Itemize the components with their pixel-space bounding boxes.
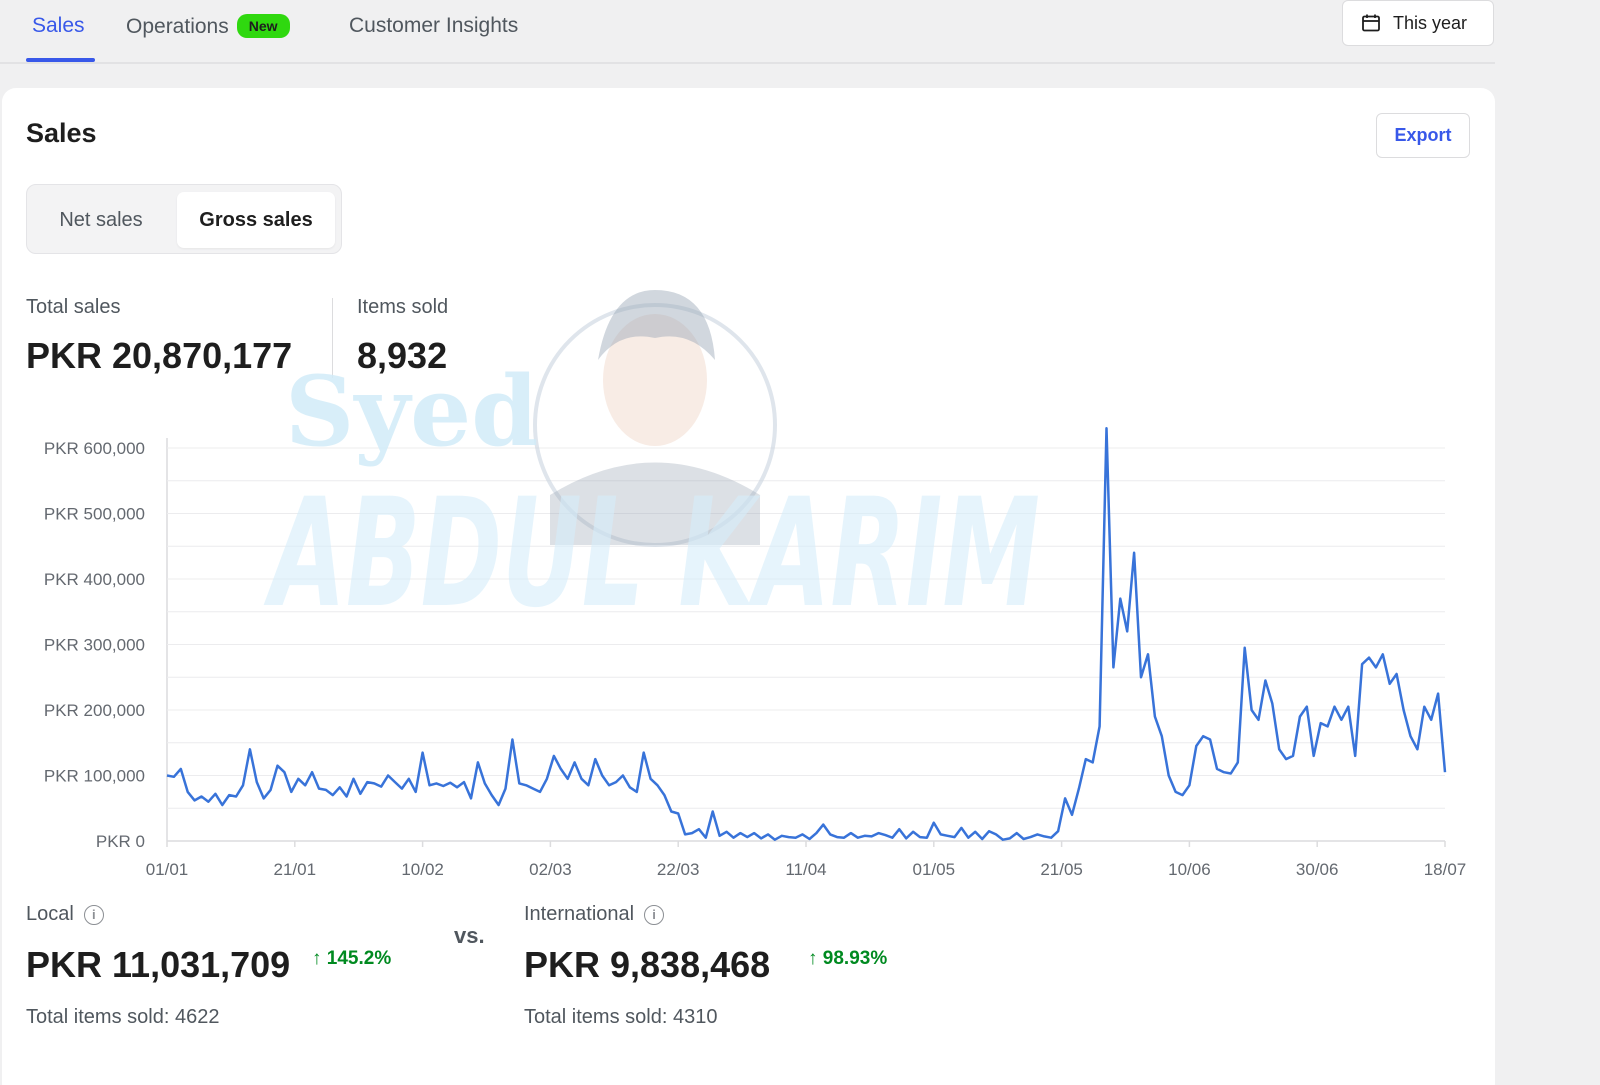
y-tick-label: PKR 500,000 <box>44 505 145 524</box>
info-icon[interactable]: i <box>644 904 665 925</box>
international-sales-value: PKR 9,838,468 <box>524 944 771 985</box>
international-delta: ↑ 98.93% <box>808 948 887 970</box>
tab-customer-insights[interactable]: Customer Insights <box>349 14 519 37</box>
x-tick-label: 10/06 <box>1168 860 1211 879</box>
local-items-sold: Total items sold: 4622 <box>26 1006 220 1028</box>
total-sales-value: PKR 20,870,177 <box>26 335 293 376</box>
x-tick-label: 11/04 <box>785 860 826 879</box>
x-tick-label: 21/01 <box>274 860 317 879</box>
y-tick-label: PKR 300,000 <box>44 636 145 655</box>
date-range-button[interactable]: This year <box>1342 0 1494 46</box>
tab-sales[interactable]: Sales <box>32 14 85 37</box>
gross-sales-series-line <box>166 427 1447 841</box>
sales-card: Sales Export Net sales Gross sales Total… <box>2 88 1495 1085</box>
gross-sales-option[interactable]: Gross sales <box>177 192 335 248</box>
y-tick-label: PKR 0 <box>96 832 145 851</box>
y-tick-label: PKR 600,000 <box>44 439 145 458</box>
local-sales-value: PKR 11,031,709 <box>26 944 291 985</box>
international-label: International i <box>524 903 665 926</box>
stat-divider <box>332 298 333 378</box>
international-label-text: International <box>524 903 635 925</box>
gross-sales-line-chart: PKR 0 PKR 100,000 PKR 200,000 PKR 300,000 PK… <box>44 427 1467 879</box>
x-tick-label: 18/07 <box>1424 860 1467 879</box>
international-delta-value: 98.93% <box>822 948 888 969</box>
calendar-icon <box>1362 14 1380 32</box>
tab-operations-label: Operations <box>126 15 229 38</box>
tab-operations[interactable]: Operations New <box>126 14 290 39</box>
arrow-up-icon: ↑ <box>808 948 818 969</box>
info-icon[interactable]: i <box>83 904 104 925</box>
new-badge: New <box>236 14 290 38</box>
y-tick-label: PKR 200,000 <box>44 701 145 720</box>
x-tick-label: 02/03 <box>529 860 572 879</box>
y-tick-label: PKR 100,000 <box>44 767 145 786</box>
items-sold-value: 8,932 <box>357 335 448 376</box>
local-label-text: Local <box>26 903 74 925</box>
date-range-label: This year <box>1393 12 1468 33</box>
x-tick-label: 21/05 <box>1040 860 1083 879</box>
active-tab-indicator <box>26 58 95 62</box>
x-tick-label: 01/01 <box>146 860 189 879</box>
net-sales-option[interactable]: Net sales <box>59 208 143 231</box>
local-label: Local i <box>26 903 104 926</box>
sales-type-toggle: Net sales Gross sales <box>26 184 342 254</box>
local-delta: ↑ 145.2% <box>312 948 391 970</box>
x-tick-label: 22/03 <box>657 860 700 879</box>
export-button[interactable]: Export <box>1376 113 1470 158</box>
arrow-up-icon: ↑ <box>312 948 322 969</box>
total-sales-label: Total sales <box>26 296 121 318</box>
x-tick-label: 01/05 <box>913 860 956 879</box>
y-tick-label: PKR 400,000 <box>44 570 145 589</box>
items-sold-label: Items sold <box>357 296 449 318</box>
x-tick-label: 10/02 <box>401 860 444 879</box>
top-tab-bar: Sales Operations New Customer Insights Th… <box>0 0 1495 64</box>
vs-label: vs. <box>454 923 485 948</box>
x-tick-label: 30/06 <box>1296 860 1339 879</box>
local-delta-value: 145.2% <box>326 948 392 969</box>
international-items-sold: Total items sold: 4310 <box>524 1006 718 1028</box>
card-title: Sales <box>26 118 97 148</box>
